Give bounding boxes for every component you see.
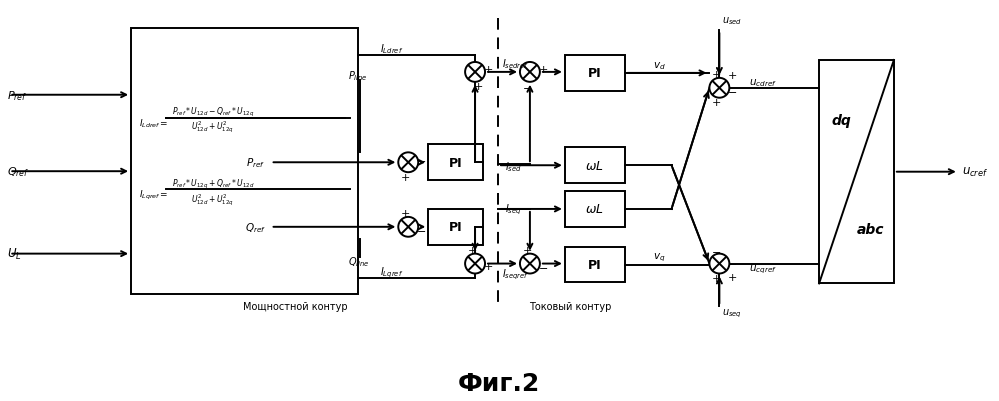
Text: $u_{sed}$: $u_{sed}$ [722,15,742,27]
Text: $+$: $+$ [711,69,721,80]
Text: abc: abc [857,222,885,236]
Text: $I_{Ldref}$: $I_{Ldref}$ [381,42,404,56]
Text: $I_{seq}$: $I_{seq}$ [504,202,521,217]
Text: $U_L$: $U_L$ [7,247,22,261]
Text: $+$: $+$ [483,260,494,271]
Text: PI: PI [449,156,463,169]
Text: $P_{ref}$: $P_{ref}$ [247,156,266,170]
Text: $+$: $+$ [401,171,411,182]
Text: $v_d$: $v_d$ [653,60,666,72]
Text: $-$: $-$ [417,155,427,165]
Text: $+$: $+$ [401,208,411,219]
Bar [564,56,624,91]
Bar [564,148,624,184]
Text: Мощностной контур: Мощностной контур [243,302,348,312]
Text: $\omega L$: $\omega L$ [585,159,604,172]
Text: $u_{cref}$: $u_{cref}$ [962,166,988,179]
Text: $I_{sedref}$: $I_{sedref}$ [501,57,529,71]
Text: Токовый контур: Токовый контур [528,302,611,312]
Text: dq: dq [831,113,851,127]
Text: $I_{Lqref}=$: $I_{Lqref}=$ [139,188,169,201]
Text: $U^2_{12d}+U^2_{12q}$: $U^2_{12d}+U^2_{12q}$ [192,119,235,135]
Text: $I_{Lqref}$: $I_{Lqref}$ [381,265,404,279]
Text: $P_{line}$: $P_{line}$ [349,69,369,83]
Text: PI: PI [588,258,601,271]
Text: $-$: $-$ [727,85,737,95]
Circle shape [466,254,486,274]
Bar [564,247,624,283]
Bar [429,145,484,181]
Text: $u_{cqref}$: $u_{cqref}$ [749,263,777,275]
Bar [131,29,359,295]
Text: $-$: $-$ [727,257,737,267]
Circle shape [709,254,729,274]
Text: $u_{cdref}$: $u_{cdref}$ [749,77,777,89]
Bar [819,61,894,284]
Text: $P_{ref}*U_{12q}+Q_{ref}*U_{12d}$: $P_{ref}*U_{12q}+Q_{ref}*U_{12d}$ [172,177,254,190]
Text: $+$: $+$ [467,245,478,255]
Text: $Q_{line}$: $Q_{line}$ [349,255,370,269]
Circle shape [399,153,419,173]
Circle shape [519,254,539,274]
Text: $+$: $+$ [473,81,484,92]
Text: $v_q$: $v_q$ [653,251,665,263]
Text: $-$: $-$ [521,81,532,91]
Text: Фиг.2: Фиг.2 [458,371,540,395]
Text: PI: PI [449,221,463,234]
Circle shape [466,63,486,83]
Text: $U^2_{12d}+U^2_{12q}$: $U^2_{12d}+U^2_{12q}$ [192,192,235,207]
Text: $Q_{ref}$: $Q_{ref}$ [245,221,266,234]
Circle shape [709,79,729,99]
Text: $P_{ref}$: $P_{ref}$ [7,89,28,102]
Text: $+$: $+$ [727,70,737,81]
Text: $I_{sed}$: $I_{sed}$ [504,160,521,174]
Text: $+$: $+$ [483,64,494,75]
Text: $-$: $-$ [417,224,427,234]
Text: $+$: $+$ [711,272,721,283]
Text: $u_{seq}$: $u_{seq}$ [722,307,742,320]
Text: $I_{seqref}$: $I_{seqref}$ [501,267,529,281]
Text: PI: PI [588,67,601,80]
Circle shape [519,63,539,83]
Text: $\omega L$: $\omega L$ [585,203,604,216]
Bar [429,209,484,245]
Text: $+$: $+$ [711,97,721,108]
Text: $-$: $-$ [711,245,721,255]
Text: $I_{Ldref}=$: $I_{Ldref}=$ [139,117,169,130]
Bar [564,192,624,227]
Text: $+$: $+$ [537,64,548,75]
Text: $P_{ref}*U_{12d}-Q_{ref}*U_{12q}$: $P_{ref}*U_{12d}-Q_{ref}*U_{12q}$ [172,106,254,119]
Text: $+$: $+$ [727,271,737,282]
Circle shape [399,217,419,237]
Text: $+$: $+$ [521,245,532,255]
Text: $-$: $-$ [537,261,547,271]
Text: $Q_{ref}$: $Q_{ref}$ [7,165,30,179]
